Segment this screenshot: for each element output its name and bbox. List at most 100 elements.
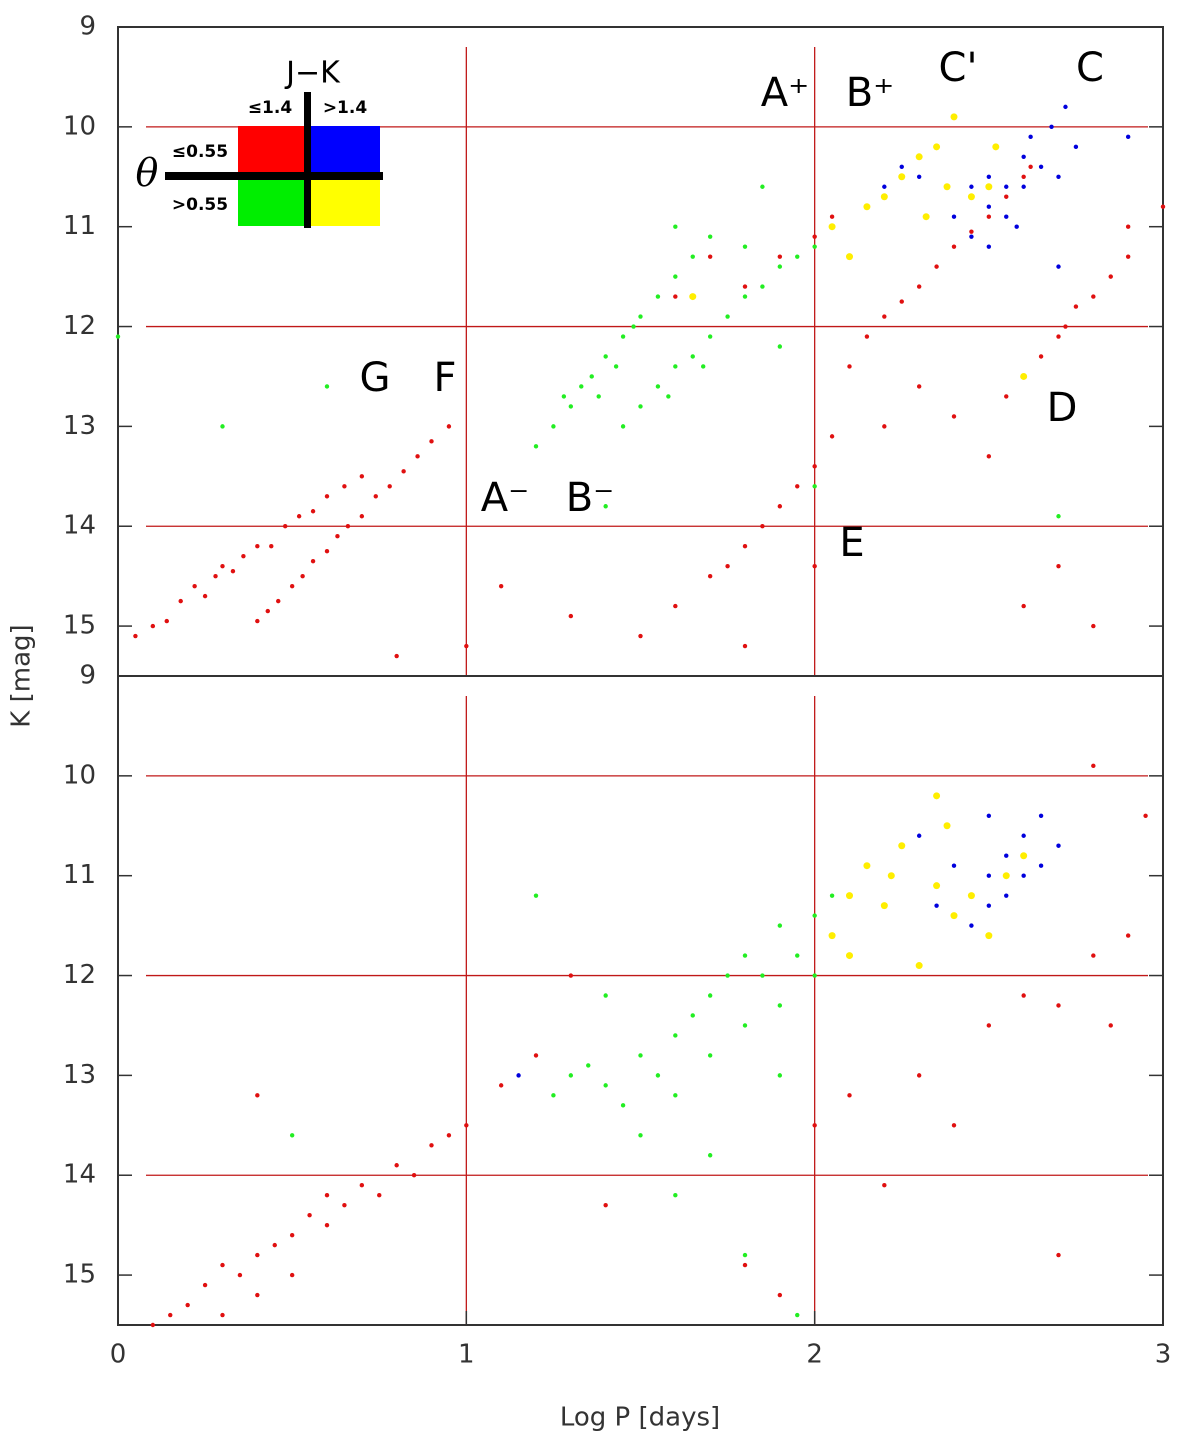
point [880, 193, 888, 201]
point [115, 334, 121, 339]
point [986, 903, 992, 908]
point [283, 524, 288, 529]
point [882, 314, 887, 319]
point [742, 284, 748, 289]
point [742, 953, 748, 958]
point [1160, 204, 1166, 209]
point [289, 1133, 295, 1138]
point [324, 1222, 330, 1228]
point [359, 1183, 365, 1188]
point [934, 903, 939, 908]
point [934, 264, 939, 269]
point [150, 623, 156, 629]
point [655, 294, 661, 299]
annotation: B⁻ [566, 475, 615, 521]
point [1028, 164, 1033, 169]
point [1073, 144, 1079, 150]
point [1056, 1003, 1061, 1008]
point [1038, 164, 1044, 169]
y-axis-label: K [mag] [7, 624, 37, 727]
point [777, 264, 783, 269]
point [986, 454, 992, 459]
point [725, 973, 730, 978]
point [516, 1073, 521, 1078]
annotation: B⁺ [846, 70, 895, 116]
point [1004, 184, 1009, 189]
point [373, 494, 378, 499]
point [192, 583, 197, 589]
point [255, 618, 260, 624]
point [1021, 993, 1026, 998]
point [899, 299, 904, 304]
y-tick-label: 15 [63, 1260, 96, 1290]
point [342, 1202, 347, 1208]
point [673, 1033, 678, 1038]
point [795, 484, 800, 489]
point [812, 913, 817, 918]
point [725, 314, 730, 319]
legend-row: >0.55 [172, 195, 228, 215]
point [795, 953, 800, 958]
point [1056, 514, 1061, 519]
point [1056, 174, 1061, 179]
point [777, 1003, 783, 1008]
point [951, 414, 957, 419]
point [986, 174, 992, 179]
legend-swatch [308, 126, 380, 176]
legend-bar [304, 92, 311, 228]
point [916, 833, 922, 838]
point [655, 1073, 661, 1078]
point [742, 544, 748, 549]
point [880, 902, 888, 910]
point [342, 484, 347, 489]
point [690, 1013, 695, 1018]
point [464, 1123, 469, 1128]
point [882, 1183, 887, 1188]
point [446, 424, 452, 429]
point [613, 364, 619, 369]
point [725, 563, 730, 569]
point [1038, 354, 1044, 359]
point [969, 234, 974, 239]
point [150, 1322, 156, 1328]
point [220, 1312, 225, 1318]
point [1014, 224, 1019, 229]
point [289, 1232, 295, 1238]
legend-title: J−K [284, 56, 341, 91]
point [812, 484, 817, 489]
point [359, 514, 365, 519]
point [969, 229, 974, 234]
point [255, 1252, 260, 1258]
point [603, 1202, 608, 1208]
point [847, 364, 852, 369]
point [951, 863, 957, 868]
legend-row-title: θ [136, 151, 159, 195]
point [394, 1163, 399, 1168]
point [812, 973, 817, 978]
point [1021, 174, 1026, 179]
point [812, 234, 817, 239]
point [846, 253, 853, 261]
point [898, 842, 906, 850]
point [237, 1272, 243, 1278]
point [829, 214, 835, 219]
point [986, 813, 992, 818]
point [202, 1282, 208, 1288]
point [707, 234, 713, 239]
point [1091, 763, 1096, 769]
point [1056, 843, 1061, 848]
point [255, 544, 260, 549]
point [498, 583, 504, 589]
point [1056, 563, 1061, 569]
point [1021, 154, 1026, 159]
point [324, 1193, 330, 1198]
point [185, 1302, 190, 1308]
point [1020, 852, 1028, 860]
annotation: F [433, 355, 456, 401]
point [551, 1093, 556, 1098]
point [1038, 813, 1044, 818]
point [133, 633, 138, 639]
point [666, 394, 671, 399]
point [673, 274, 678, 279]
annotation: C [1076, 45, 1104, 91]
